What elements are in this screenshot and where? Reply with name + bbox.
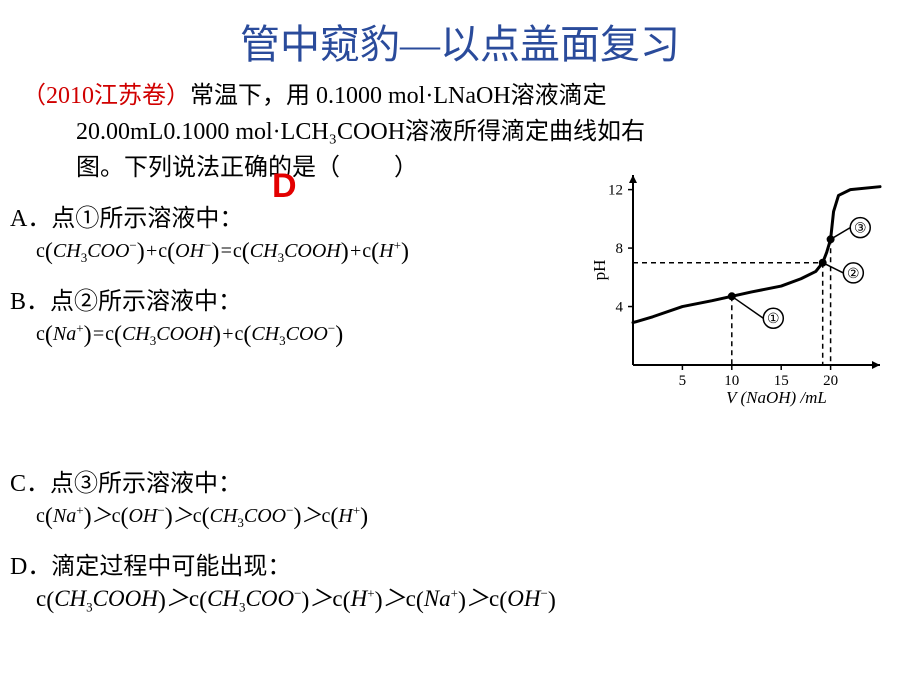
- option-B-formula: c(Na+)=c(CH3COOH)+c(CH3COO−): [10, 316, 570, 354]
- svg-text:8: 8: [616, 241, 624, 257]
- svg-text:10: 10: [724, 373, 739, 389]
- svg-text:①: ①: [767, 312, 780, 327]
- option-A-formula: c(CH3COO−)+c(OH−)=c(CH3COOH)+c(H+): [10, 233, 570, 271]
- svg-text:V (NaOH) /mL: V (NaOH) /mL: [726, 388, 827, 407]
- option-C-formula: c(Na+)＞c(OH−)＞c(CH3COO−)＞c(H+): [10, 498, 570, 536]
- option-C-label: C．点③所示溶液中：: [10, 463, 570, 498]
- option-C: C．点③所示溶液中： c(Na+)＞c(OH−)＞c(CH3COO−)＞c(H+…: [10, 463, 570, 536]
- option-D-formula: c(CH3COOH)＞c(CH3COO−)＞c(H+)＞c(Na+)＞c(OH−…: [10, 581, 570, 620]
- option-D-label: D．滴定过程中可能出现：: [10, 546, 570, 581]
- svg-text:4: 4: [616, 300, 624, 316]
- svg-text:15: 15: [774, 373, 789, 389]
- options-block: A．点①所示溶液中： c(CH3COO−)+c(OH−)=c(CH3COOH)+…: [10, 198, 570, 631]
- blank-paren: （ ）: [316, 155, 420, 181]
- svg-text:20: 20: [823, 373, 838, 389]
- exam-source: （2010江苏卷）: [22, 83, 190, 109]
- svg-text:③: ③: [854, 222, 867, 237]
- option-B: B．点②所示溶液中： c(Na+)=c(CH3COOH)+c(CH3COO−): [10, 281, 570, 354]
- svg-text:5: 5: [679, 373, 687, 389]
- svg-text:pH: pH: [590, 260, 609, 281]
- slide-title: 管中窥豹—以点盖面复习: [0, 0, 920, 78]
- stem-line2: 20.00mL0.1000 mol·LCH₃COOH溶液所得滴定曲线如右: [22, 114, 902, 150]
- option-A: A．点①所示溶液中： c(CH3COO−)+c(OH−)=c(CH3COOH)+…: [10, 198, 570, 271]
- option-D: D．滴定过程中可能出现： c(CH3COOH)＞c(CH3COO−)＞c(H+)…: [10, 546, 570, 620]
- svg-text:12: 12: [608, 183, 623, 199]
- titration-chart: 5 10 15 20 4 8 12 V (NaOH) /mL pH ① ② ③: [585, 165, 890, 410]
- svg-text:②: ②: [847, 267, 860, 282]
- stem-line1: 常温下，用 0.1000 mol·LNaOH溶液滴定: [190, 83, 607, 109]
- option-B-label: B．点②所示溶液中：: [10, 281, 570, 316]
- option-A-label: A．点①所示溶液中：: [10, 198, 570, 233]
